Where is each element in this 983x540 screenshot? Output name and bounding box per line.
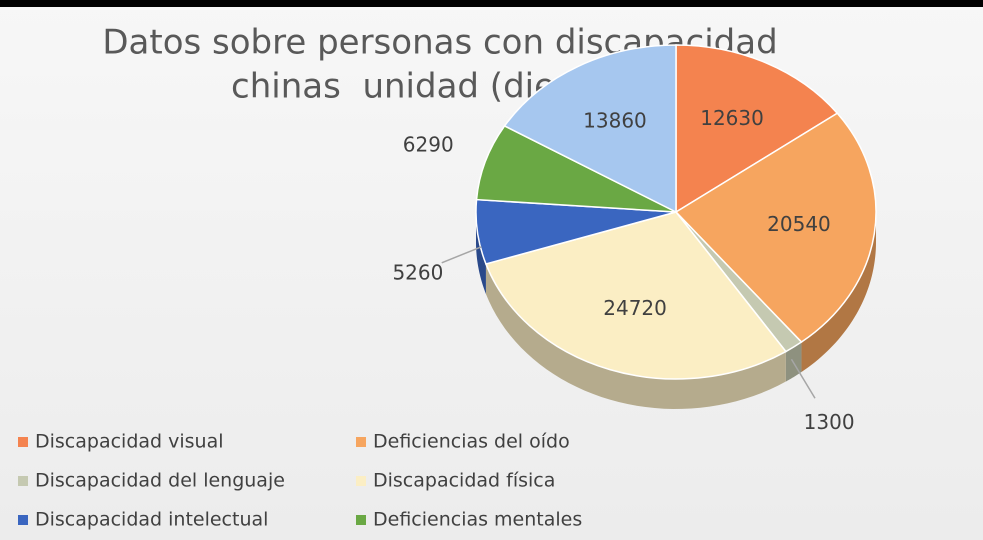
- slice-side: [485, 263, 786, 409]
- slice: [484, 211, 787, 380]
- data-label: 20540: [767, 212, 831, 236]
- slice: [503, 44, 677, 214]
- data-label: 6290: [403, 133, 454, 157]
- data-label: 1300: [804, 410, 855, 434]
- slice-side: [801, 212, 876, 373]
- legend-label: Discapacidad física: [373, 470, 555, 492]
- legend-swatch: [18, 515, 28, 525]
- legend-label: Discapacidad del lenguaje: [35, 470, 285, 492]
- data-label: 24720: [603, 296, 667, 320]
- legend-swatch: [18, 476, 28, 486]
- leader-line: [441, 246, 482, 264]
- legend-label: Deficiencias del oído: [373, 431, 570, 453]
- legend-swatch: [356, 437, 366, 447]
- slice-side: [476, 212, 486, 294]
- leader-line: [790, 358, 816, 399]
- legend-label: Deficiencias mentales: [373, 509, 582, 531]
- top-bar: [0, 0, 983, 7]
- data-label: 12630: [700, 106, 764, 130]
- legend-label: Discapacidad intelectual: [35, 509, 268, 531]
- data-label: 5260: [392, 261, 443, 285]
- legend-label: Discapacidad visual: [35, 431, 224, 453]
- legend-swatch: [356, 515, 366, 525]
- slice: [674, 112, 877, 344]
- data-label: 13860: [583, 108, 647, 132]
- legend-swatch: [18, 437, 28, 447]
- legend-swatch: [356, 476, 366, 486]
- slice: [675, 44, 839, 214]
